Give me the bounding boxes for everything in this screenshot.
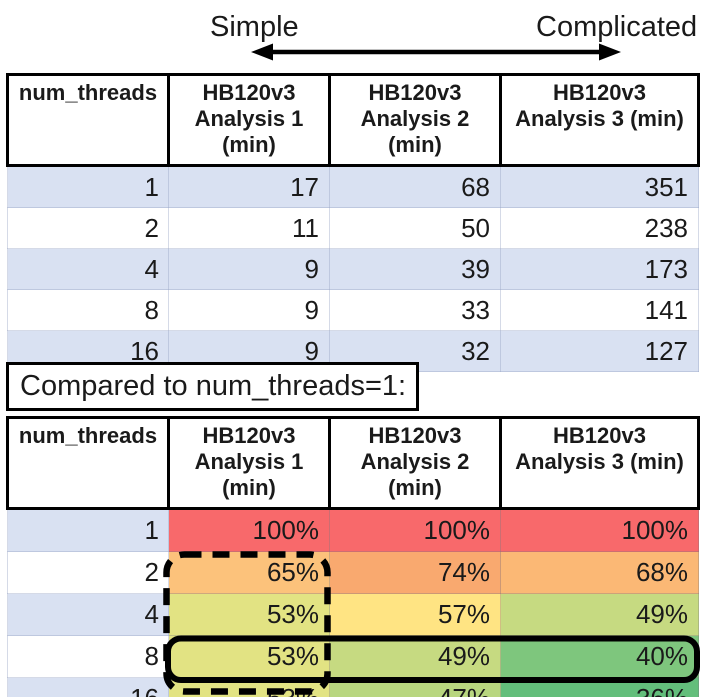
comparison-table: num_threads HB120v3 Analysis 1 (min) HB1… (6, 416, 700, 697)
percent-cell: 100% (500, 508, 699, 552)
table-row: 1 100% 100% 100% (7, 508, 699, 552)
percent-cell: 40% (500, 635, 699, 678)
percent-cell: 100% (168, 508, 330, 552)
percent-cell: 57% (329, 593, 501, 636)
num-threads-cell: 1 (7, 165, 169, 208)
runtime-cell: 39 (329, 248, 501, 290)
num-threads-cell: 16 (7, 677, 169, 697)
runtime-cell: 17 (168, 165, 330, 208)
table-row: 16 53% 47% 36% (7, 677, 699, 697)
runtime-table: num_threads HB120v3 Analysis 1 (min) HB1… (6, 73, 700, 372)
runtime-cell: 33 (329, 289, 501, 331)
num-threads-cell: 8 (7, 289, 169, 331)
comparison-caption-text: Compared to num_threads=1: (20, 370, 407, 402)
column-header-analysis1: HB120v3 Analysis 1 (min) (167, 416, 331, 510)
percent-cell: 68% (500, 551, 699, 594)
table-row: 4 9 39 173 (7, 248, 699, 290)
percent-cell: 53% (168, 593, 330, 636)
runtime-cell: 238 (500, 207, 699, 249)
runtime-cell: 11 (168, 207, 330, 249)
num-threads-cell: 4 (7, 248, 169, 290)
num-threads-cell: 4 (7, 593, 169, 636)
runtime-cell: 68 (329, 165, 501, 208)
runtime-cell: 9 (168, 248, 330, 290)
percent-cell: 47% (329, 677, 501, 697)
runtime-cell: 141 (500, 289, 699, 331)
column-header-num-threads: num_threads (6, 416, 170, 510)
table-row: 8 53% 49% 40% (7, 635, 699, 678)
runtime-cell: 9 (168, 289, 330, 331)
runtime-cell: 127 (500, 330, 699, 372)
num-threads-cell: 8 (7, 635, 169, 678)
percent-cell: 36% (500, 677, 699, 697)
column-header-num-threads: num_threads (6, 73, 170, 167)
column-header-analysis2: HB120v3 Analysis 2 (min) (328, 73, 502, 167)
column-header-analysis2: HB120v3 Analysis 2 (min) (328, 416, 502, 510)
percent-cell: 49% (500, 593, 699, 636)
column-header-analysis3: HB120v3 Analysis 3 (min) (499, 416, 700, 510)
column-header-analysis3: HB120v3 Analysis 3 (min) (499, 73, 700, 167)
percent-cell: 53% (168, 677, 330, 697)
percent-cell: 49% (329, 635, 501, 678)
comparison-table-header: num_threads HB120v3 Analysis 1 (min) HB1… (6, 416, 700, 510)
runtime-cell: 173 (500, 248, 699, 290)
num-threads-cell: 2 (7, 551, 169, 594)
percent-cell: 53% (168, 635, 330, 678)
table-row: 1 17 68 351 (7, 165, 699, 208)
table-row: 2 11 50 238 (7, 207, 699, 249)
table-row: 8 9 33 141 (7, 289, 699, 331)
percent-cell: 74% (329, 551, 501, 594)
percent-cell: 65% (168, 551, 330, 594)
runtime-cell: 50 (329, 207, 501, 249)
comparison-caption: Compared to num_threads=1: (6, 362, 419, 411)
runtime-table-header: num_threads HB120v3 Analysis 1 (min) HB1… (6, 73, 700, 167)
column-header-analysis1: HB120v3 Analysis 1 (min) (167, 73, 331, 167)
num-threads-cell: 2 (7, 207, 169, 249)
double-arrow-icon (251, 43, 621, 61)
table-row: 2 65% 74% 68% (7, 551, 699, 594)
num-threads-cell: 1 (7, 508, 169, 552)
percent-cell: 100% (329, 508, 501, 552)
scale-label-complicated: Complicated (536, 11, 698, 43)
runtime-cell: 351 (500, 165, 699, 208)
scale-label-simple: Simple (210, 11, 299, 43)
table-row: 4 53% 57% 49% (7, 593, 699, 636)
